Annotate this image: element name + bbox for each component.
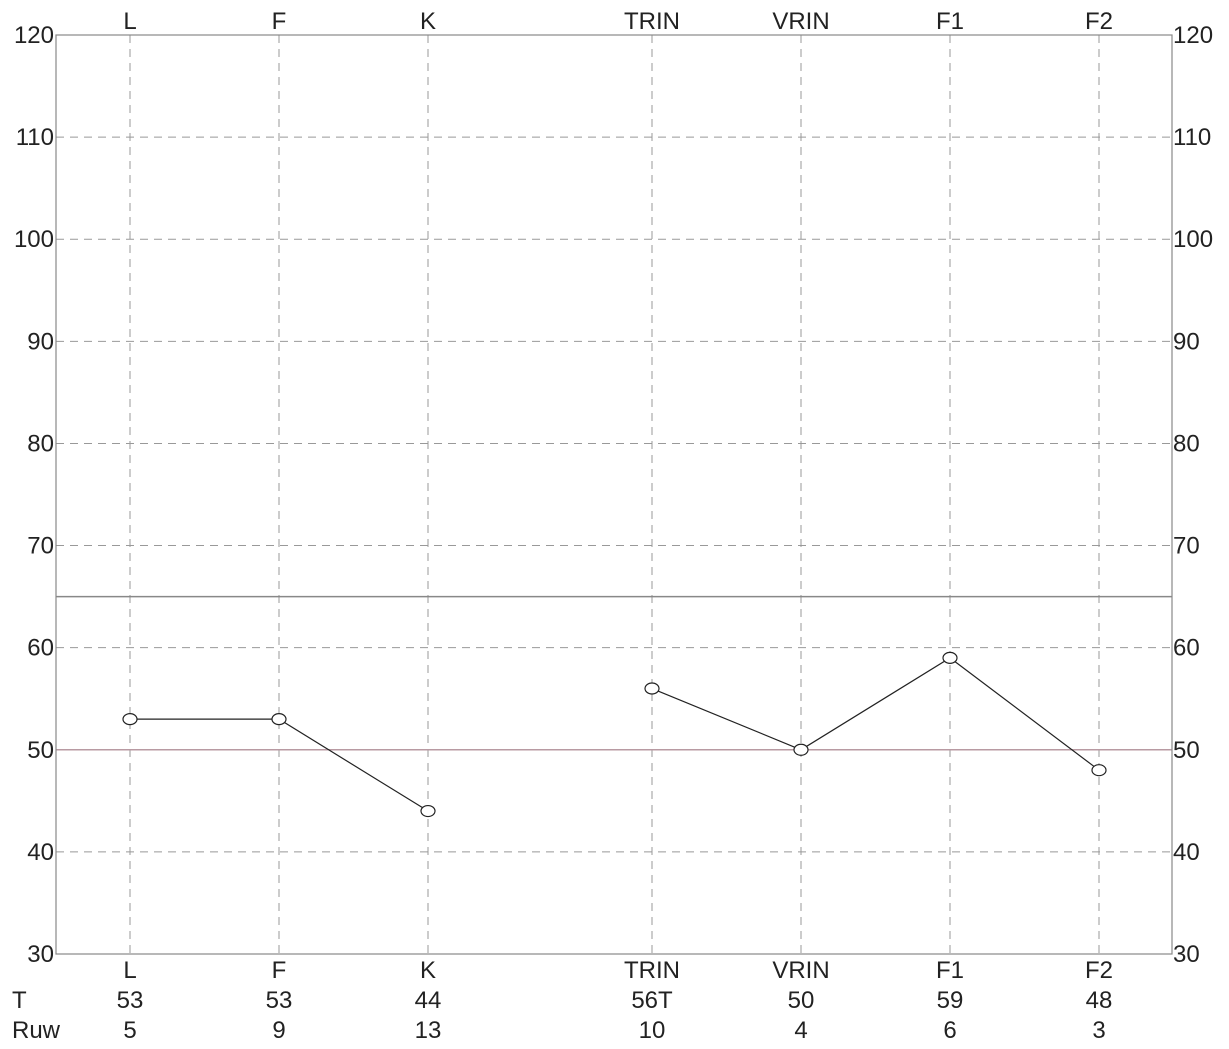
x-tick-label-top: K (420, 8, 436, 35)
table-cell-value: 10 (639, 1017, 666, 1044)
plot-frame (55, 34, 1173, 955)
x-tick-label-top: F1 (936, 8, 964, 35)
y-tick-label-left: 30 (27, 941, 54, 968)
table-cell-value: 53 (117, 987, 144, 1014)
table-cell-value: 48 (1086, 987, 1113, 1014)
x-tick-label-top: VRIN (772, 8, 829, 35)
y-tick-label-left: 60 (27, 635, 54, 662)
y-tick-label-right: 80 (1173, 430, 1200, 457)
y-tick-label-right: 110 (1173, 124, 1211, 151)
table-cell-value: 5 (123, 1017, 136, 1044)
y-tick-label-right: 70 (1173, 533, 1200, 560)
table-cell-value: 9 (272, 1017, 285, 1044)
x-tick-label-top: F2 (1085, 8, 1113, 35)
x-tick-label-bottom: F (272, 957, 287, 984)
y-tick-label-left: 80 (27, 430, 54, 457)
table-cell-value: 13 (415, 1017, 442, 1044)
table-row-label: T (12, 987, 27, 1014)
y-tick-label-left: 40 (27, 839, 54, 866)
data-point-marker (420, 804, 436, 818)
data-point-marker (793, 743, 809, 756)
y-tick-label-right: 50 (1173, 737, 1200, 764)
table-cell-value: 56T (631, 987, 673, 1014)
table-cell-value: 59 (937, 987, 964, 1014)
y-tick-label-right: 120 (1173, 22, 1213, 49)
table-row-label: Ruw (12, 1017, 61, 1044)
table-cell-value: 3 (1092, 1017, 1105, 1044)
x-tick-label-top: F (272, 8, 287, 35)
data-point-marker (942, 651, 958, 664)
x-tick-label-bottom: VRIN (772, 957, 829, 984)
x-tick-label-bottom: TRIN (624, 957, 680, 984)
x-tick-label-top: TRIN (624, 8, 680, 35)
y-tick-label-right: 30 (1173, 941, 1200, 968)
table-cell-value: 50 (788, 987, 815, 1014)
y-tick-label-left: 100 (14, 226, 54, 253)
y-tick-label-left: 90 (27, 328, 54, 355)
table-cell-value: 53 (266, 987, 293, 1014)
y-tick-label-right: 40 (1173, 839, 1200, 866)
data-point-marker (122, 713, 138, 726)
y-tick-label-right: 90 (1173, 328, 1200, 355)
x-tick-label-bottom: L (123, 957, 136, 984)
data-point-marker (271, 713, 287, 726)
table-cell-value: 44 (415, 987, 442, 1014)
x-tick-label-bottom: K (420, 957, 436, 984)
y-tick-label-left: 50 (27, 737, 54, 764)
x-tick-label-top: L (123, 8, 136, 35)
y-tick-label-left: 110 (16, 124, 54, 151)
y-tick-label-left: 120 (14, 22, 54, 49)
x-tick-label-bottom: F2 (1085, 957, 1113, 984)
series-line (651, 657, 1100, 771)
x-tick-label-bottom: F1 (936, 957, 964, 984)
y-tick-label-right: 60 (1173, 635, 1200, 662)
data-point-marker (644, 682, 660, 695)
table-cell-value: 4 (794, 1017, 807, 1044)
data-point-marker (1091, 764, 1107, 777)
y-tick-label-right: 100 (1173, 226, 1213, 253)
y-tick-label-left: 70 (27, 533, 54, 560)
table-cell-value: 6 (943, 1017, 956, 1044)
